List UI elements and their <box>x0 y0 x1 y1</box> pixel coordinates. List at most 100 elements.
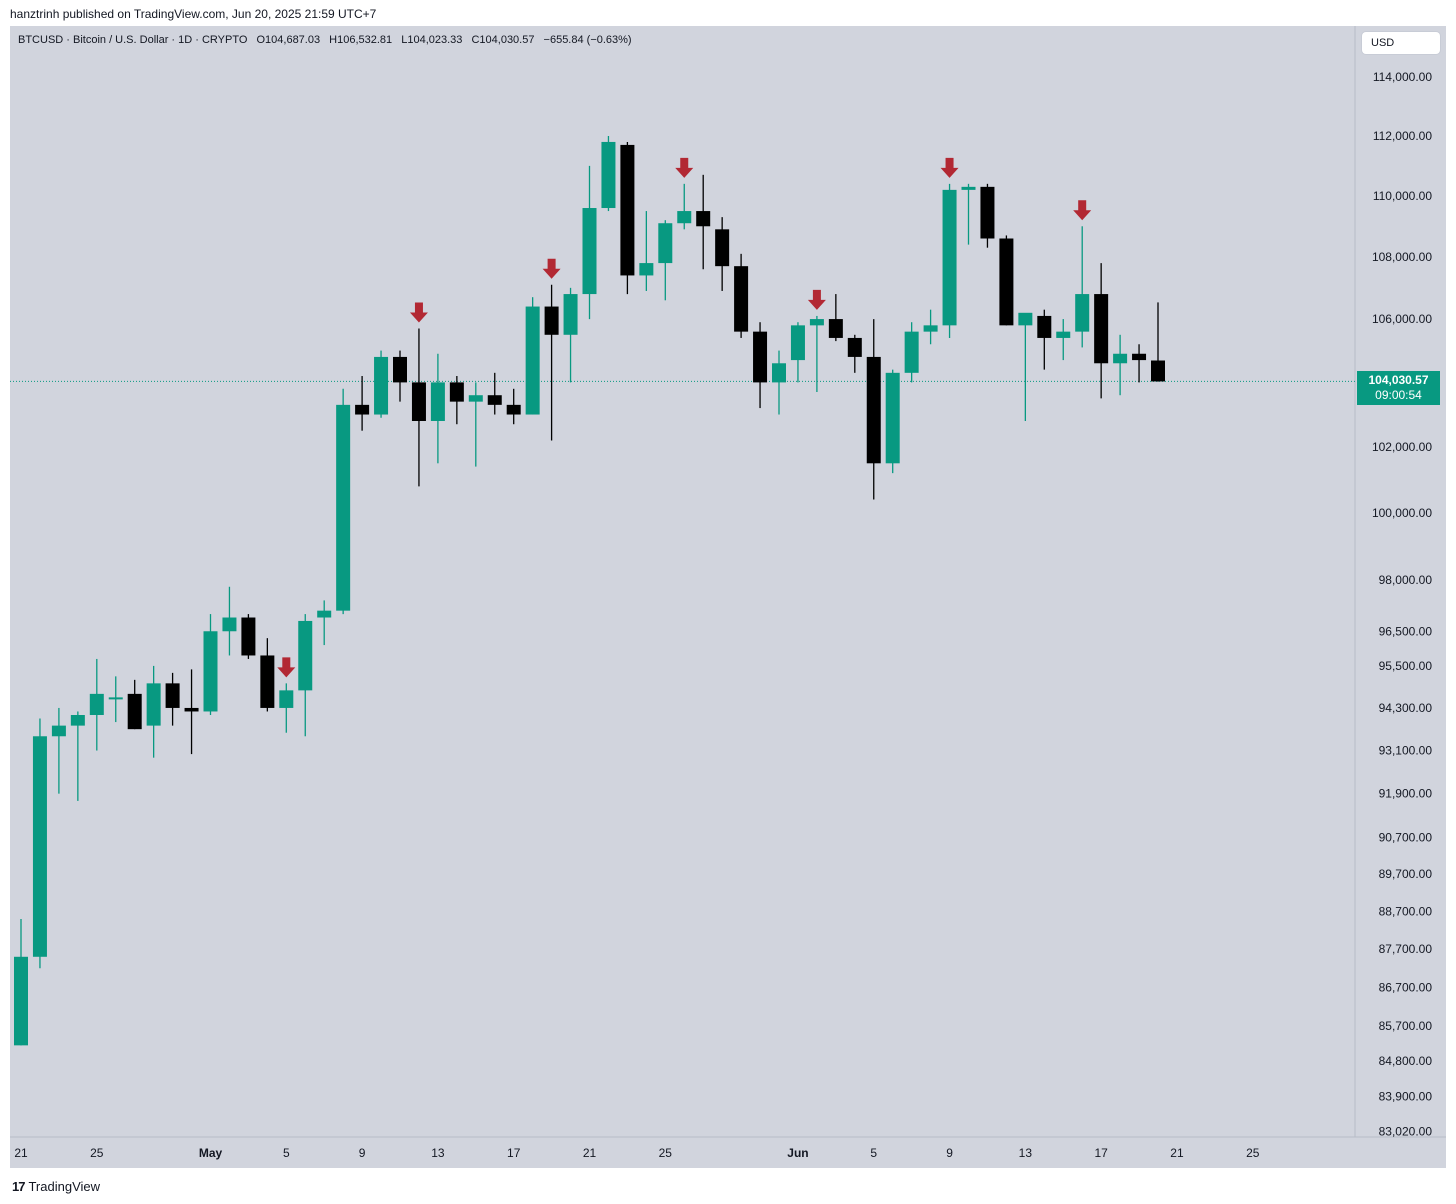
candle[interactable] <box>1132 344 1147 383</box>
candle[interactable] <box>1056 319 1071 361</box>
symbol-title[interactable]: BTCUSD · Bitcoin / U.S. Dollar · 1D · CR… <box>18 34 248 46</box>
candle[interactable] <box>468 382 483 467</box>
candle[interactable] <box>1113 334 1128 396</box>
candle[interactable] <box>1037 309 1052 370</box>
y-tick-label: 84,800.00 <box>1379 1054 1433 1068</box>
candle-body <box>1151 360 1165 382</box>
candle[interactable] <box>885 369 900 474</box>
candle[interactable] <box>355 376 370 431</box>
ohlc-open: O104,687.03 <box>256 34 321 46</box>
candle[interactable] <box>639 211 654 291</box>
candle-body <box>260 655 275 708</box>
candle[interactable] <box>582 165 597 320</box>
candle[interactable] <box>696 174 711 270</box>
candle-body <box>999 238 1014 326</box>
candle[interactable] <box>165 672 180 726</box>
candle[interactable] <box>904 322 919 383</box>
candle-body <box>923 325 938 332</box>
candle[interactable] <box>980 183 995 248</box>
candle[interactable] <box>715 217 730 291</box>
y-tick-label: 95,500.00 <box>1379 659 1433 673</box>
candle[interactable] <box>108 676 123 723</box>
brand-name: TradingView <box>28 1179 101 1194</box>
candle[interactable] <box>866 319 881 500</box>
x-tick-label: 17 <box>507 1146 521 1160</box>
candle[interactable] <box>1151 302 1165 382</box>
candle[interactable] <box>241 614 256 659</box>
y-tick-label: 89,700.00 <box>1379 867 1433 881</box>
candle[interactable] <box>1018 312 1033 421</box>
candle[interactable] <box>449 376 464 425</box>
x-tick-label: 5 <box>283 1146 290 1160</box>
candle[interactable] <box>222 586 237 656</box>
candle-body <box>430 382 445 421</box>
x-tick-label: 21 <box>583 1146 597 1160</box>
candle-body <box>677 211 692 224</box>
candle[interactable] <box>317 600 332 646</box>
candle-body <box>468 395 483 402</box>
candle-body <box>563 294 578 335</box>
y-tick-label: 106,000.00 <box>1372 312 1432 326</box>
y-tick-label: 112,000.00 <box>1373 129 1432 143</box>
x-tick-label: 21 <box>14 1146 28 1160</box>
y-tick-label: 88,700.00 <box>1379 904 1433 918</box>
candlestick-chart[interactable]: 114,000.00 112,000.00 110,000.00 108,000.00… <box>10 26 1446 1168</box>
currency-button[interactable]: USD <box>1362 32 1440 54</box>
candle[interactable] <box>544 284 559 441</box>
candle[interactable] <box>942 183 957 338</box>
candle[interactable] <box>620 141 635 295</box>
candle-body <box>790 325 805 361</box>
candle[interactable] <box>601 136 616 212</box>
candle[interactable] <box>203 614 218 716</box>
candle-body <box>696 211 711 227</box>
candle[interactable] <box>70 711 85 801</box>
last-price-value: 104,030.57 <box>1368 373 1429 388</box>
ohlc-high: H106,532.81 <box>329 34 393 46</box>
candle-body <box>809 319 824 326</box>
candle[interactable] <box>809 315 824 393</box>
chart-area[interactable]: 114,000.00 112,000.00 110,000.00 108,000.00… <box>10 26 1446 1168</box>
down-arrow-icon <box>409 302 428 323</box>
candle[interactable] <box>506 388 521 425</box>
candle[interactable] <box>525 297 540 415</box>
candle[interactable] <box>847 334 862 373</box>
candle[interactable] <box>677 183 692 230</box>
candle[interactable] <box>14 919 28 1046</box>
candle[interactable] <box>32 718 47 969</box>
candle[interactable] <box>790 322 805 383</box>
candle[interactable] <box>260 638 275 712</box>
candle-body <box>1056 331 1071 338</box>
y-tick-label: 83,020.00 <box>1379 1125 1433 1139</box>
candle[interactable] <box>430 353 445 464</box>
candle[interactable] <box>298 614 313 737</box>
candle[interactable] <box>1075 226 1090 348</box>
candle[interactable] <box>393 350 407 402</box>
candle[interactable] <box>563 287 578 383</box>
candle[interactable] <box>1094 263 1109 399</box>
candle[interactable] <box>336 388 351 615</box>
candle[interactable] <box>828 294 843 342</box>
candle[interactable] <box>184 669 199 755</box>
candle[interactable] <box>89 658 104 751</box>
candle[interactable] <box>146 665 161 758</box>
candle[interactable] <box>753 322 768 409</box>
candle-body <box>241 617 256 656</box>
candle[interactable] <box>772 350 786 415</box>
candle-body <box>866 356 881 464</box>
candle[interactable] <box>279 683 294 733</box>
candle[interactable] <box>51 707 66 794</box>
candle[interactable] <box>127 679 142 730</box>
ohlc-change: −655.84 (−0.63%) <box>543 34 632 46</box>
candle[interactable] <box>411 328 426 487</box>
x-tick-label: 9 <box>359 1146 366 1160</box>
candle-body <box>1094 294 1109 364</box>
candle[interactable] <box>999 235 1014 326</box>
candle[interactable] <box>961 183 976 245</box>
candle[interactable] <box>374 350 389 418</box>
candle[interactable] <box>658 220 673 301</box>
candle[interactable] <box>487 372 502 415</box>
candle[interactable] <box>923 309 938 345</box>
candle-body <box>847 337 862 357</box>
candle[interactable] <box>734 253 749 338</box>
candle-body <box>734 266 749 332</box>
